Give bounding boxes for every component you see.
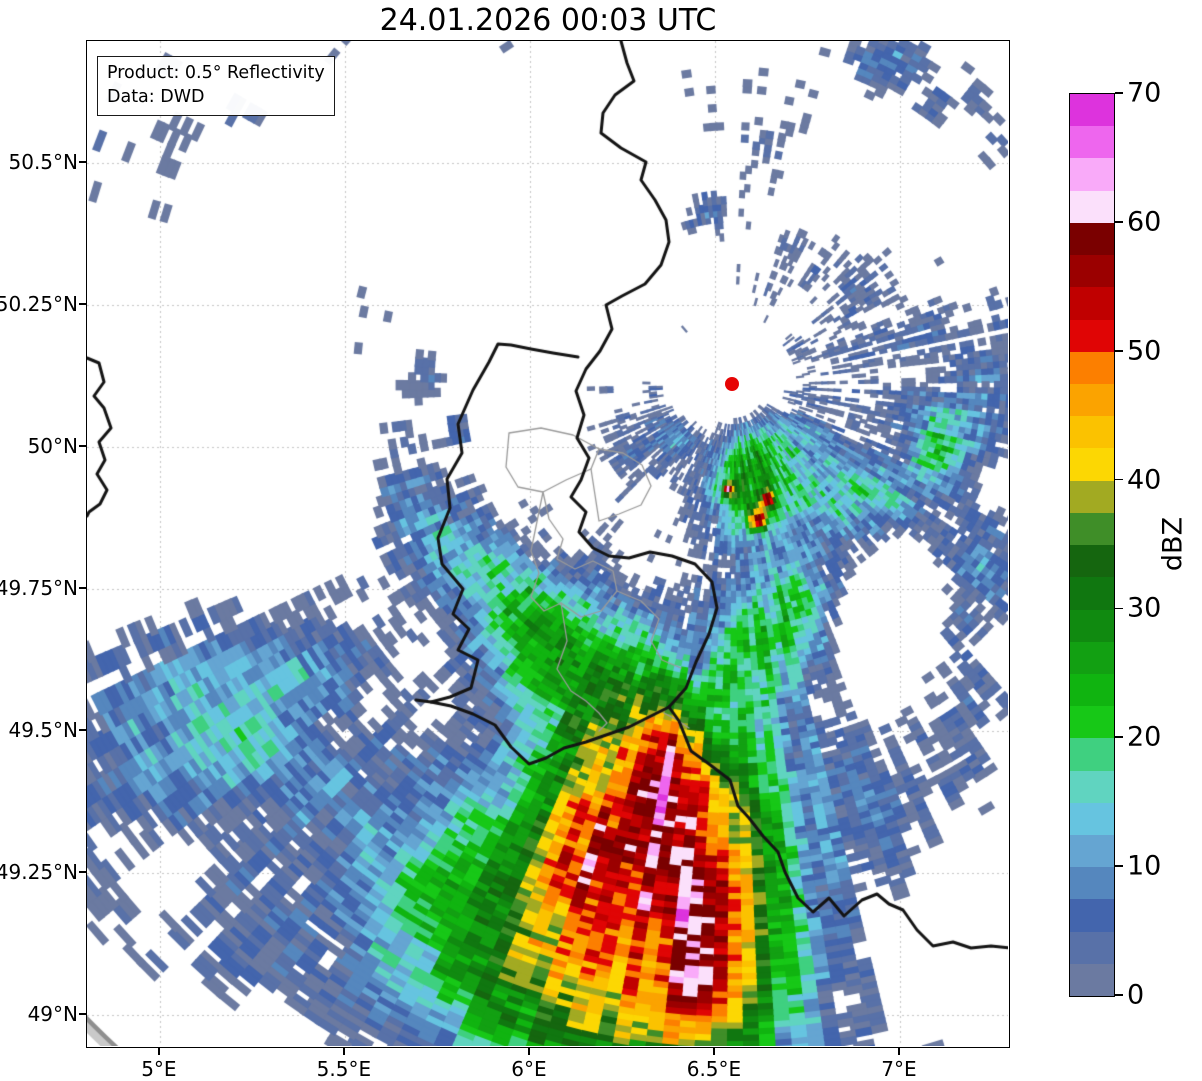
colorbar-band xyxy=(1070,222,1114,256)
y-tick-label: 49.5°N xyxy=(8,717,79,742)
colorbar-band xyxy=(1070,835,1114,868)
x-tick-label: 6°E xyxy=(511,1057,547,1081)
plot-title: 24.01.2026 00:03 UTC xyxy=(379,3,717,38)
y-tick-label: 49.75°N xyxy=(0,576,78,600)
colorbar-band xyxy=(1070,867,1114,900)
colorbar-band xyxy=(1070,545,1114,578)
colorbar-tick-label: 20 xyxy=(1127,721,1162,753)
colorbar-band xyxy=(1070,448,1114,481)
colorbar-band xyxy=(1070,190,1114,223)
colorbar-tick-mark xyxy=(1115,478,1123,481)
colorbar-tick-mark xyxy=(1115,92,1123,94)
y-tick-mark xyxy=(79,445,86,447)
colorbar-tick-label: 60 xyxy=(1127,206,1162,238)
colorbar-band xyxy=(1070,158,1114,191)
colorbar-band xyxy=(1070,577,1114,610)
colorbar-tick-label: 10 xyxy=(1127,850,1162,882)
colorbar-tick-mark xyxy=(1115,221,1123,223)
colorbar-tick-mark xyxy=(1115,865,1123,867)
colorbar-band xyxy=(1070,287,1114,320)
colorbar-band xyxy=(1070,255,1114,288)
y-tick-label: 50°N xyxy=(27,434,78,459)
y-tick-mark xyxy=(79,1013,86,1015)
x-tick-label: 5°E xyxy=(141,1057,177,1081)
y-tick-mark xyxy=(79,871,86,873)
y-tick-label: 50.25°N xyxy=(0,292,78,317)
y-tick-mark xyxy=(79,161,86,163)
colorbar-band xyxy=(1070,351,1114,384)
colorbar-band xyxy=(1070,931,1114,964)
colorbar-band xyxy=(1070,802,1114,836)
colorbar-tick-label: 70 xyxy=(1127,77,1162,109)
x-tick-mark xyxy=(898,1048,900,1055)
colorbar-band xyxy=(1070,673,1114,707)
product-info-line: Product: 0.5° Reflectivity xyxy=(107,63,325,83)
colorbar-band xyxy=(1070,899,1114,932)
x-tick-label: 7°E xyxy=(881,1057,917,1081)
colorbar-band xyxy=(1070,641,1114,674)
colorbar-band xyxy=(1070,416,1114,449)
x-tick-label: 6.5°E xyxy=(686,1057,742,1081)
colorbar-band xyxy=(1070,770,1114,803)
colorbar-band xyxy=(1070,480,1114,513)
x-tick-label: 5.5°E xyxy=(316,1057,372,1081)
y-tick-mark xyxy=(79,303,86,305)
data-source-line: Data: DWD xyxy=(107,87,205,108)
x-tick-mark xyxy=(713,1048,715,1055)
x-tick-mark xyxy=(343,1048,345,1055)
colorbar-band xyxy=(1070,319,1114,352)
map-plot-area: Product: 0.5° Reflectivity Data: DWD xyxy=(86,40,1010,1048)
y-tick-label: 49°N xyxy=(27,1001,78,1026)
colorbar-tick-label: 0 xyxy=(1127,979,1145,1011)
reflectivity-colorbar xyxy=(1069,93,1115,997)
colorbar-tick-label: 30 xyxy=(1127,592,1162,624)
colorbar-band xyxy=(1070,738,1114,771)
y-tick-mark xyxy=(79,729,86,731)
colorbar-band xyxy=(1070,963,1114,997)
colorbar-tick-mark xyxy=(1115,736,1123,739)
y-tick-label: 49.25°N xyxy=(0,859,78,884)
x-tick-mark xyxy=(528,1048,530,1055)
colorbar-tick-mark xyxy=(1115,607,1123,610)
colorbar-band xyxy=(1070,383,1114,417)
radar-site-marker xyxy=(724,377,739,392)
colorbar-axis-label: dBZ xyxy=(1157,516,1189,572)
y-tick-label: 50.5°N xyxy=(8,150,79,175)
colorbar-tick-label: 50 xyxy=(1127,335,1162,367)
colorbar-band xyxy=(1070,94,1114,127)
x-tick-mark xyxy=(158,1048,160,1055)
radar-reflectivity-canvas xyxy=(87,41,1008,1046)
product-info-box: Product: 0.5° Reflectivity Data: DWD xyxy=(97,56,335,117)
colorbar-tick-label: 40 xyxy=(1127,464,1162,496)
colorbar-band xyxy=(1070,609,1114,642)
colorbar-tick-mark xyxy=(1115,349,1123,352)
colorbar-band xyxy=(1070,706,1114,739)
colorbar-band xyxy=(1070,126,1114,159)
colorbar-band xyxy=(1070,512,1114,546)
colorbar-tick-mark xyxy=(1115,994,1123,996)
y-tick-mark xyxy=(79,587,86,589)
